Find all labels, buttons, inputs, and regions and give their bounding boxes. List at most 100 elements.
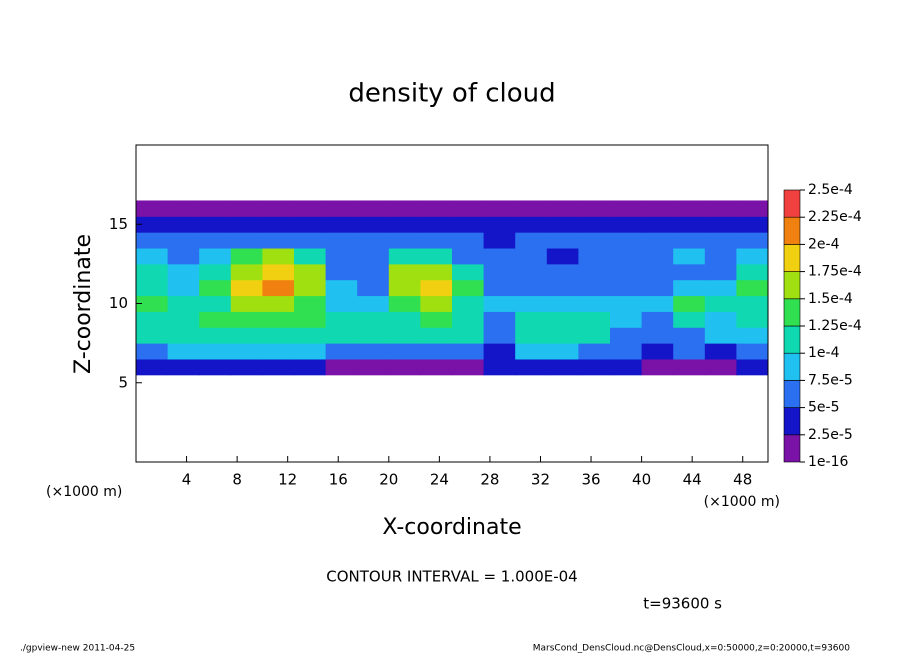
heatmap-cell [578, 358, 611, 376]
heatmap-cell [294, 343, 327, 360]
contour-interval: CONTOUR INTERVAL = 1.000E-04 [326, 568, 577, 586]
heatmap-cell [136, 279, 169, 297]
heatmap-cell [704, 279, 737, 297]
heatmap-cell [294, 232, 327, 249]
colorbar-label: 1.5e-4 [808, 291, 853, 307]
heatmap-cell [452, 248, 485, 265]
heatmap-cell [262, 216, 295, 233]
heatmap-cell [546, 248, 579, 265]
heatmap-cell [388, 263, 421, 281]
heatmap-cell [483, 279, 516, 297]
heatmap-cell [167, 311, 200, 328]
heatmap-cell [610, 327, 643, 344]
heatmap-cell [262, 343, 295, 360]
x-tick-label: 36 [581, 471, 600, 489]
time-label: t=93600 s [643, 595, 722, 613]
y-axis-label: Z-coordinate [71, 234, 96, 374]
heatmap-cell [357, 327, 390, 344]
heatmap-cell [452, 327, 485, 344]
heatmap-cell [736, 295, 769, 312]
heatmap-cell [294, 216, 327, 233]
heatmap-cell [325, 248, 358, 265]
heatmap-cell [357, 358, 390, 376]
heatmap-cell [167, 216, 200, 233]
heatmap-cell [483, 358, 516, 376]
heatmap-cell [641, 295, 674, 312]
heatmap-cell [230, 358, 263, 376]
heatmap-cell [546, 327, 579, 344]
chart-title: density of cloud [348, 79, 555, 109]
heatmap-cell [325, 327, 358, 344]
heatmap-cell [578, 248, 611, 265]
heatmap-cell [546, 279, 579, 297]
heatmap-cell [357, 343, 390, 360]
x-tick-label: 12 [278, 471, 297, 489]
heatmap-cell [483, 327, 516, 344]
heatmap-cell [452, 263, 485, 281]
x-tick-label: 44 [683, 471, 702, 489]
heatmap-cell [230, 327, 263, 344]
heatmap-cell [641, 248, 674, 265]
x-tick-label: 4 [182, 471, 192, 489]
y-tick-label: 10 [109, 294, 128, 312]
heatmap-cell [230, 295, 263, 312]
heatmap-cell [578, 311, 611, 328]
x-tick-label: 32 [531, 471, 550, 489]
heatmap-cell [420, 311, 453, 328]
heatmap-cell [388, 232, 421, 249]
heatmap-cell [483, 295, 516, 312]
heatmap-cell [483, 248, 516, 265]
heatmap-cell [483, 200, 516, 217]
y-tick-label: 15 [109, 215, 128, 233]
heatmap-cell [262, 232, 295, 249]
heatmap-cell [294, 295, 327, 312]
heatmap-cell [515, 216, 548, 233]
colorbar-label: 1.75e-4 [808, 264, 862, 280]
heatmap-cell [199, 343, 232, 360]
heatmap-cell [420, 343, 453, 360]
x-tick-label: 24 [430, 471, 449, 489]
heatmap-cell [420, 327, 453, 344]
heatmap-cell [325, 295, 358, 312]
heatmap-cell [357, 216, 390, 233]
heatmap-cell [388, 343, 421, 360]
heatmap-cell [420, 248, 453, 265]
heatmap-cell [546, 358, 579, 376]
heatmap-cell [199, 200, 232, 217]
heatmap-cell [673, 279, 706, 297]
heatmap-cell [167, 248, 200, 265]
heatmap-cell [578, 327, 611, 344]
heatmap-cell [641, 358, 674, 376]
heatmap-cell [704, 248, 737, 265]
heatmap-cell [357, 200, 390, 217]
heatmap-cell [294, 358, 327, 376]
heatmap-cell [199, 327, 232, 344]
heatmap-cell [704, 232, 737, 249]
heatmap-cell [673, 343, 706, 360]
heatmap-cell [325, 216, 358, 233]
heatmap-cell [610, 279, 643, 297]
heatmap-cell [230, 263, 263, 281]
heatmap-cell [610, 263, 643, 281]
heatmap-cell [388, 295, 421, 312]
heatmap-cell [452, 200, 485, 217]
heatmap-cell [420, 295, 453, 312]
heatmap-cell [515, 311, 548, 328]
heatmap-cell [325, 200, 358, 217]
colorbar-label: 7.5e-5 [808, 372, 853, 388]
heatmap-cell [452, 279, 485, 297]
heatmap-cell [420, 279, 453, 297]
heatmap-cell [452, 216, 485, 233]
heatmap-cell [167, 232, 200, 249]
heatmap-cell [641, 232, 674, 249]
heatmap-cell [167, 279, 200, 297]
heatmap-cell [420, 358, 453, 376]
heatmap-cell [673, 216, 706, 233]
heatmap-cell [294, 327, 327, 344]
heatmap-cell [641, 311, 674, 328]
heatmap-cell [546, 200, 579, 217]
heatmap-cell [578, 343, 611, 360]
heatmap-cell [578, 232, 611, 249]
heatmap-cell [167, 343, 200, 360]
heatmap-cell [578, 295, 611, 312]
